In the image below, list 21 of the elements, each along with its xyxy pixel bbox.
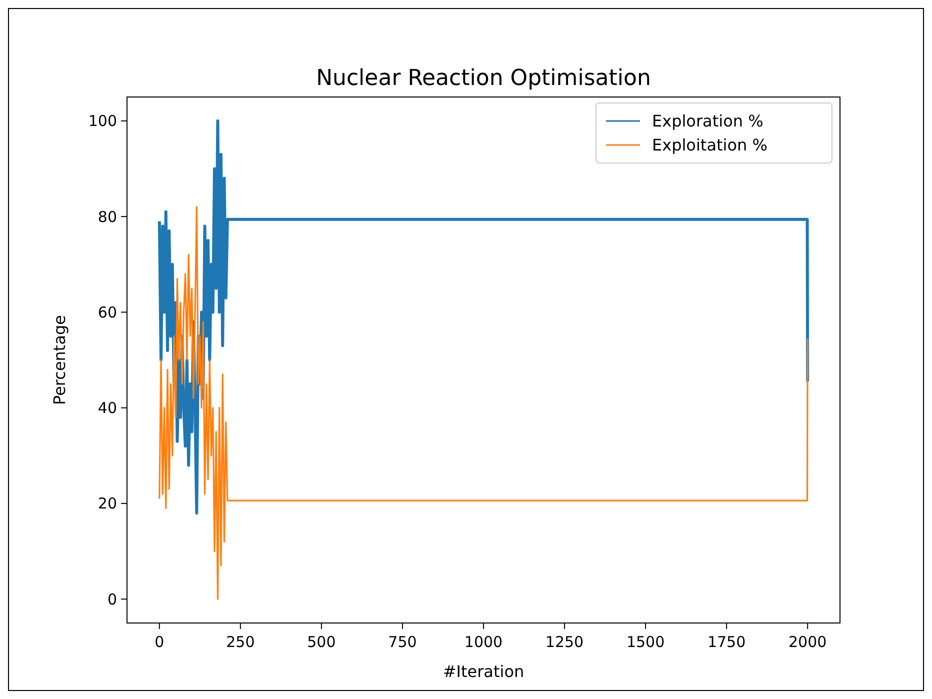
legend-label: Exploration % xyxy=(652,112,764,131)
x-tick-label: 750 xyxy=(388,633,417,651)
y-axis-title: Percentage xyxy=(50,314,69,406)
x-tick-label: 1750 xyxy=(707,633,746,651)
y-tick-label: 20 xyxy=(98,494,117,513)
chart-title: Nuclear Reaction Optimisation xyxy=(316,66,651,91)
x-tick-label: 1250 xyxy=(545,633,584,651)
y-tick-label: 40 xyxy=(98,399,117,418)
line-series xyxy=(158,206,808,600)
x-tick-label: 2000 xyxy=(788,633,827,651)
x-tick-label: 1000 xyxy=(464,633,503,651)
x-tick-label: 1500 xyxy=(626,633,665,651)
y-tick-label: 60 xyxy=(98,303,117,322)
x-tick-label: 0 xyxy=(154,633,164,651)
y-tick-label: 0 xyxy=(107,590,117,608)
y-tick-label: 80 xyxy=(98,208,117,226)
x-tick-label: 250 xyxy=(226,633,255,651)
y-tick-label: 100 xyxy=(88,112,117,130)
x-tick-label: 500 xyxy=(307,633,336,651)
legend-label: Exploitation % xyxy=(652,136,768,155)
x-axis-title: #Iteration xyxy=(442,662,524,681)
